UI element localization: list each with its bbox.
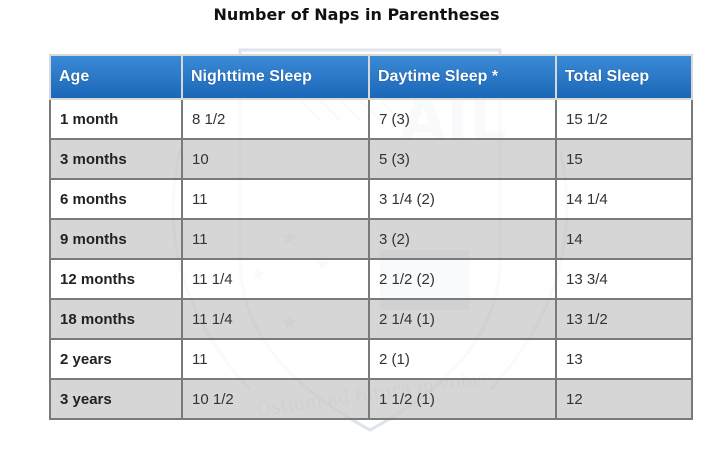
header-total-sleep: Total Sleep (555, 54, 693, 100)
age-cell: 3 years (49, 378, 183, 420)
age-cell: 2 years (49, 338, 183, 380)
daytime-cell: 5 (3) (368, 138, 557, 180)
total-cell: 13 1/2 (555, 298, 693, 340)
total-cell: 15 (555, 138, 693, 180)
table-row: 9 months 11 3 (2) 14 (49, 218, 693, 260)
table-row: 1 month 8 1/2 7 (3) 15 1/2 (49, 98, 693, 140)
nighttime-cell: 11 (181, 218, 370, 260)
age-cell: 18 months (49, 298, 183, 340)
sleep-table: Age Nighttime Sleep Daytime Sleep * Tota… (49, 54, 693, 420)
daytime-cell: 2 1/2 (2) (368, 258, 557, 300)
total-cell: 13 (555, 338, 693, 380)
daytime-cell: 7 (3) (368, 98, 557, 140)
total-cell: 14 (555, 218, 693, 260)
age-cell: 6 months (49, 178, 183, 220)
table-row: 18 months 11 1/4 2 1/4 (1) 13 1/2 (49, 298, 693, 340)
age-cell: 3 months (49, 138, 183, 180)
table-row: 3 years 10 1/2 1 1/2 (1) 12 (49, 378, 693, 420)
nighttime-cell: 10 1/2 (181, 378, 370, 420)
age-cell: 12 months (49, 258, 183, 300)
header-nighttime-sleep: Nighttime Sleep (181, 54, 370, 100)
table-row: 6 months 11 3 1/4 (2) 14 1/4 (49, 178, 693, 220)
table-title: Number of Naps in Parentheses (213, 5, 500, 24)
daytime-cell: 2 (1) (368, 338, 557, 380)
nighttime-cell: 11 (181, 178, 370, 220)
total-cell: 15 1/2 (555, 98, 693, 140)
age-cell: 9 months (49, 218, 183, 260)
nighttime-cell: 11 1/4 (181, 258, 370, 300)
daytime-cell: 1 1/2 (1) (368, 378, 557, 420)
nighttime-cell: 10 (181, 138, 370, 180)
nighttime-cell: 11 (181, 338, 370, 380)
header-age: Age (49, 54, 183, 100)
table-row: 3 months 10 5 (3) 15 (49, 138, 693, 180)
daytime-cell: 3 1/4 (2) (368, 178, 557, 220)
total-cell: 14 1/4 (555, 178, 693, 220)
daytime-cell: 3 (2) (368, 218, 557, 260)
table-row: 12 months 11 1/4 2 1/2 (2) 13 3/4 (49, 258, 693, 300)
total-cell: 13 3/4 (555, 258, 693, 300)
table-row: 2 years 11 2 (1) 13 (49, 338, 693, 380)
nighttime-cell: 11 1/4 (181, 298, 370, 340)
daytime-cell: 2 1/4 (1) (368, 298, 557, 340)
age-cell: 1 month (49, 98, 183, 140)
header-row: Age Nighttime Sleep Daytime Sleep * Tota… (49, 54, 693, 100)
header-daytime-sleep: Daytime Sleep * (368, 54, 557, 100)
nighttime-cell: 8 1/2 (181, 98, 370, 140)
total-cell: 12 (555, 378, 693, 420)
